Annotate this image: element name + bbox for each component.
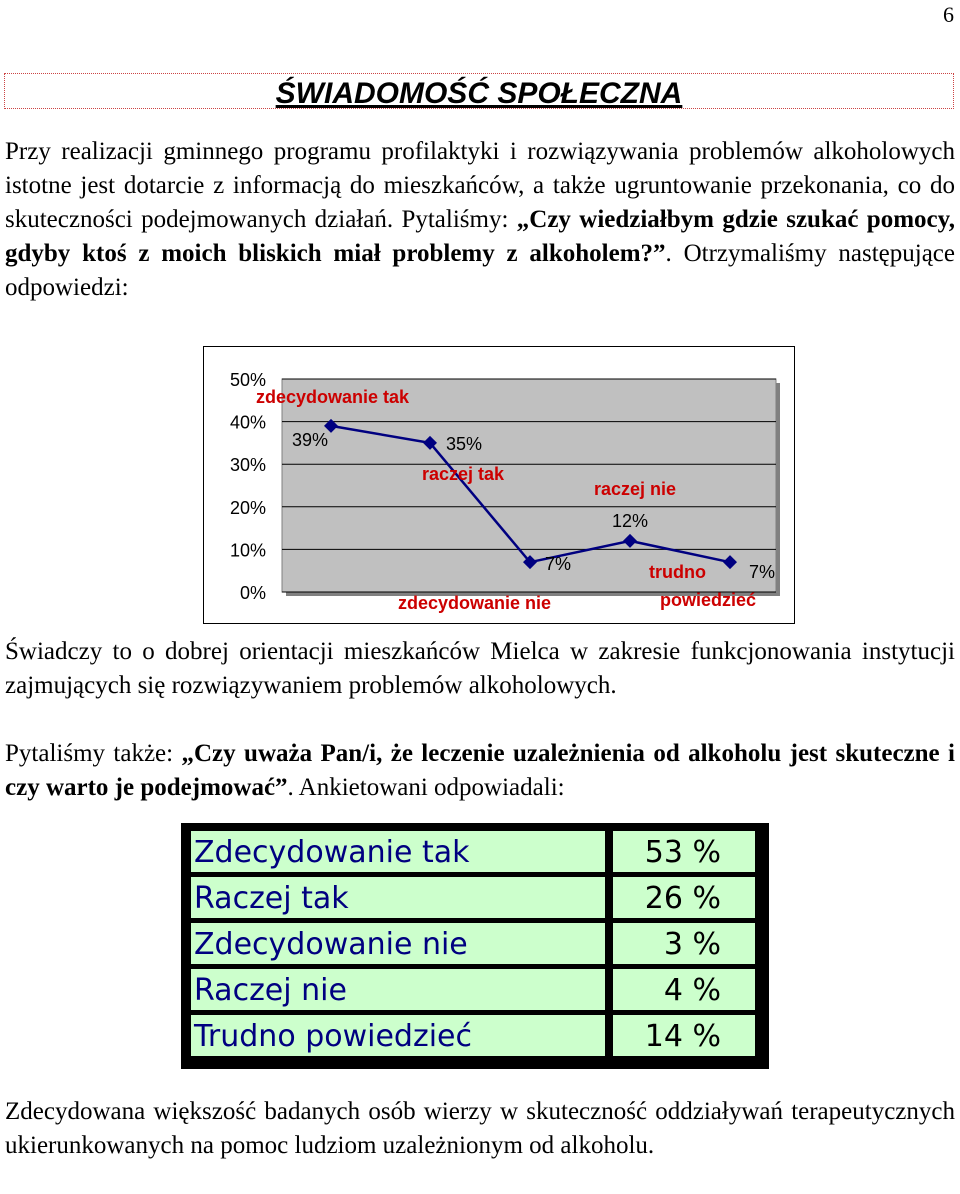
y-tick-label: 20%: [230, 498, 266, 518]
answers-table: Zdecydowanie tak 53 % Raczej tak 26 % Zd…: [181, 823, 769, 1069]
question2-paragraph: Pytaliśmy także: „Czy uważa Pan/i, że le…: [5, 737, 955, 805]
intro-text: Przy realizacji gminnego programu profil…: [5, 138, 955, 233]
table-row: Raczej nie 4 %: [189, 969, 759, 1012]
data-value-label: 35%: [446, 434, 482, 454]
table-cell-value: 4 %: [613, 969, 755, 1010]
intro-paragraph: Przy realizacji gminnego programu profil…: [5, 135, 955, 305]
y-tick-label: 10%: [230, 540, 266, 560]
line-chart: 50% 40% 30% 20% 10% 0% zdecydowanie tak raczej …: [230, 370, 780, 613]
table-row: Trudno powiedzieć 14 %: [189, 1015, 759, 1058]
y-tick-label: 50%: [230, 370, 266, 390]
data-value-label: 7%: [749, 562, 775, 582]
category-label: zdecydowanie nie: [398, 593, 551, 613]
chart-frame: 50% 40% 30% 20% 10% 0% zdecydowanie tak raczej …: [203, 346, 795, 624]
table-cell-value: 14 %: [613, 1015, 755, 1056]
table-cell-value: 3 %: [613, 923, 755, 964]
data-point-marker: [324, 418, 338, 433]
table-cell-label: Trudno powiedzieć: [191, 1015, 605, 1056]
table-row: Zdecydowanie tak 53 %: [189, 831, 759, 874]
data-value-label: 12%: [612, 511, 648, 531]
category-label: raczej nie: [594, 479, 676, 499]
table-cell-label: Zdecydowanie nie: [191, 923, 605, 964]
conclusion-paragraph: Zdecydowana większość badanych osób wier…: [5, 1098, 955, 1159]
y-tick-label: 0%: [240, 583, 266, 603]
category-label: raczej tak: [422, 464, 505, 484]
title-box: ŚWIADOMOŚĆ SPOŁECZNA: [4, 73, 954, 110]
table-cell-label: Raczej tak: [191, 877, 605, 918]
category-label: zdecydowanie tak: [256, 387, 410, 407]
data-value-label: 39%: [292, 430, 328, 450]
data-point-marker: [723, 555, 737, 570]
data-value-label: 7%: [545, 554, 571, 574]
intro-text-after: . Otrzymaliśmy następujące odpowiedzi:: [5, 240, 955, 301]
question2-question: „Czy uważa Pan/i, że leczenie uzależnien…: [5, 740, 955, 801]
data-point-marker: [623, 533, 637, 548]
intro-question: „Czy wiedziałbym gdzie szukać pomocy, gd…: [5, 206, 955, 267]
table-cell-label: Zdecydowanie tak: [191, 831, 605, 872]
page-title: ŚWIADOMOŚĆ SPOŁECZNA: [275, 77, 683, 110]
table-cell-value: 53 %: [613, 831, 755, 872]
table-cell-label: Raczej nie: [191, 969, 605, 1010]
category-label: trudno powiedzieć: [649, 562, 756, 610]
page-number: 6: [943, 2, 954, 27]
data-point-marker: [423, 435, 437, 450]
table-row: Zdecydowanie nie 3 %: [189, 923, 759, 966]
data-point-marker: [523, 555, 537, 570]
table-row: Raczej tak 26 %: [189, 877, 759, 920]
question2-text: Pytaliśmy także:: [5, 740, 182, 767]
y-tick-label: 40%: [230, 413, 266, 433]
result-paragraph: Świadczy to o dobrej orientacji mieszkań…: [5, 638, 955, 699]
y-tick-label: 30%: [230, 455, 266, 475]
question2-text-after: . Ankietowani odpowiadali:: [287, 774, 565, 801]
table-cell-value: 26 %: [613, 877, 755, 918]
